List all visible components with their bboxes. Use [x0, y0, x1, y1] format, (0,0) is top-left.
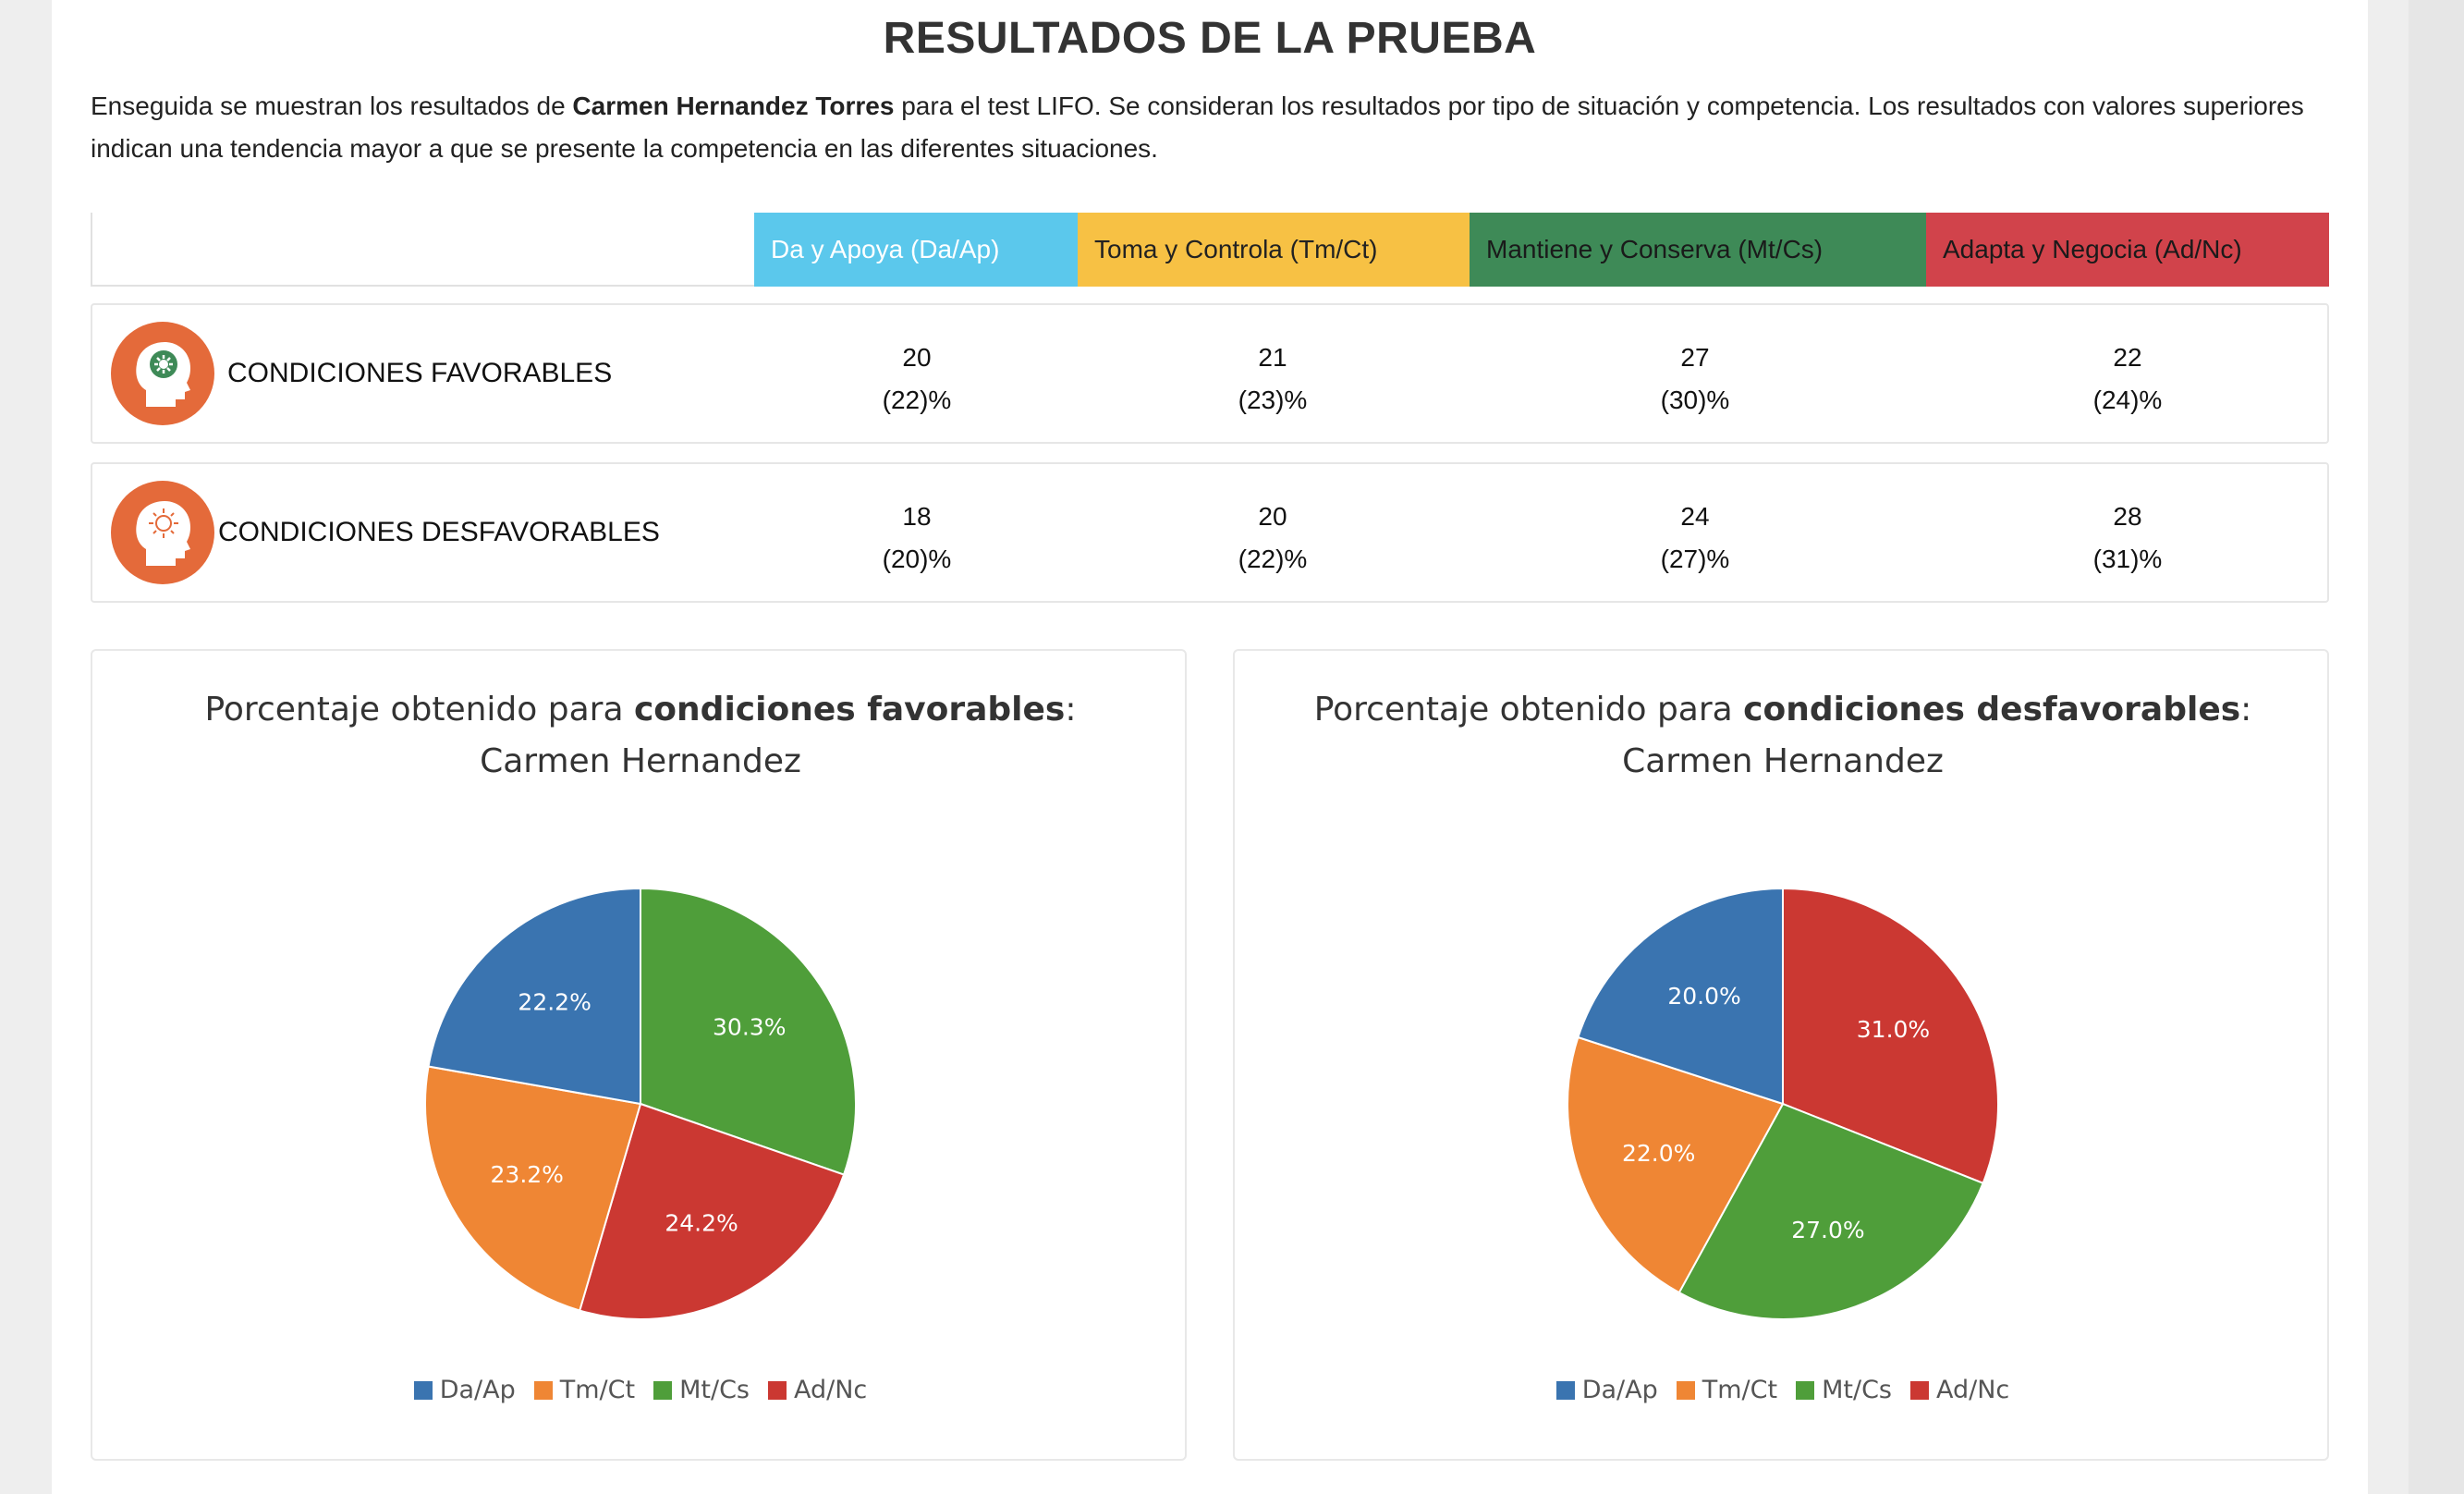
column-toma-controla: Toma y Controla (Tm/Ct)	[1078, 213, 1470, 287]
value-cell: 28 (31)%	[2035, 496, 2220, 581]
pie-data-label: 22.2%	[518, 988, 591, 1015]
chart-title-suffix: : Carmen Hernandez	[480, 691, 1077, 780]
legend-item-tm-ct[interactable]: Tm/Ct	[533, 1376, 636, 1404]
chart-legend: Da/Ap Tm/Ct Mt/Cs Ad/Nc	[1235, 1376, 2331, 1404]
row-favorable-conditions: CONDICIONES FAVORABLES 20 (22)% 21 (23)% 2…	[91, 303, 2329, 444]
intro-text: Enseguida se muestran los resultados de …	[91, 85, 2392, 170]
legend-swatch	[1796, 1381, 1815, 1400]
pie-slice-da-ap[interactable]	[1577, 887, 1784, 1106]
pie-data-label: 31.0%	[1857, 1016, 1930, 1043]
value-count: 20	[902, 343, 932, 372]
value-cell: 20 (22)%	[1180, 496, 1365, 581]
value-count: 24	[1680, 502, 1710, 531]
chart-title-bold: condiciones favorables	[633, 691, 1066, 729]
pie-data-label: 20.0%	[1667, 983, 1740, 1010]
legend-swatch	[1676, 1381, 1695, 1400]
value-percent: (31)%	[2092, 545, 2163, 573]
pie-data-label: 22.0%	[1622, 1140, 1695, 1167]
legend-swatch	[413, 1381, 433, 1400]
value-cell: 18 (20)%	[824, 496, 1009, 581]
legend-item-tm-ct[interactable]: Tm/Ct	[1676, 1376, 1778, 1404]
legend-swatch	[1555, 1381, 1575, 1400]
pie-chart-favorable: 30.3% 24.2% 23.2% 22.2%	[424, 887, 857, 1320]
legend-item-ad-nc[interactable]: Ad/Nc	[768, 1376, 867, 1404]
value-cell: 27 (30)%	[1603, 337, 1787, 422]
value-count: 21	[1258, 343, 1287, 372]
value-count: 18	[902, 502, 932, 531]
chart-card-unfavorable: Porcentaje obtenido para condiciones des…	[1233, 649, 2329, 1461]
legend-label: Tm/Ct	[559, 1376, 636, 1404]
value-percent: (30)%	[1660, 386, 1730, 414]
column-mantiene-conserva: Mantiene y Conserva (Mt/Cs)	[1470, 213, 1926, 287]
value-count: 20	[1258, 502, 1287, 531]
legend-swatch	[1910, 1381, 1929, 1400]
legend-item-da-ap[interactable]: Da/Ap	[1555, 1376, 1658, 1404]
chart-title: Porcentaje obtenido para condiciones des…	[1290, 684, 2275, 788]
value-percent: (20)%	[882, 545, 952, 573]
person-name: Carmen Hernandez Torres	[572, 92, 895, 120]
legend-label: Mt/Cs	[679, 1376, 750, 1404]
pie-data-label: 24.2%	[665, 1209, 738, 1236]
pie-slice-mt-cs[interactable]	[640, 887, 857, 1176]
legend-label: Tm/Ct	[1702, 1376, 1778, 1404]
chart-title-bold: condiciones desfavorables	[1743, 691, 2241, 729]
pie-slice-tm-ct[interactable]	[1567, 1035, 1785, 1294]
row-label-favorable: CONDICIONES FAVORABLES	[227, 358, 613, 388]
head-stress-icon	[111, 481, 214, 584]
legend-item-mt-cs[interactable]: Mt/Cs	[1796, 1376, 1892, 1404]
pie-slice-tm-ct[interactable]	[424, 1065, 642, 1312]
value-cell: 24 (27)%	[1603, 496, 1787, 581]
value-percent: (27)%	[1660, 545, 1730, 573]
column-adapta-negocia: Adapta y Negocia (Ad/Nc)	[1926, 213, 2329, 287]
column-da-apoya: Da y Apoya (Da/Ap)	[754, 213, 1078, 287]
legend-swatch	[768, 1381, 787, 1400]
chart-title-prefix: Porcentaje obtenido para	[204, 691, 634, 729]
legend-item-ad-nc[interactable]: Ad/Nc	[1910, 1376, 2009, 1404]
legend-item-da-ap[interactable]: Da/Ap	[413, 1376, 516, 1404]
value-percent: (22)%	[1238, 545, 1308, 573]
value-cell: 22 (24)%	[2035, 337, 2220, 422]
legend-swatch	[653, 1381, 673, 1400]
page-title: RESULTADOS DE LA PRUEBA	[883, 14, 1537, 63]
legend-label: Da/Ap	[1581, 1376, 1658, 1404]
pie-chart-unfavorable: 31.0% 27.0% 22.0% 20.0%	[1567, 887, 1999, 1320]
pie-data-label: 23.2%	[491, 1161, 564, 1188]
value-cell: 20 (22)%	[824, 337, 1009, 422]
pie-slice-da-ap[interactable]	[427, 887, 641, 1106]
legend-item-mt-cs[interactable]: Mt/Cs	[653, 1376, 750, 1404]
value-percent: (23)%	[1238, 386, 1308, 414]
value-cell: 21 (23)%	[1180, 337, 1365, 422]
value-count: 28	[2113, 502, 2142, 531]
chart-title: Porcentaje obtenido para condiciones fav…	[148, 684, 1133, 788]
legend-swatch	[533, 1381, 553, 1400]
pie-data-label: 30.3%	[713, 1013, 786, 1040]
pie-slice-ad-nc[interactable]	[1782, 887, 1999, 1185]
legend-label: Ad/Nc	[1936, 1376, 2010, 1404]
pie-slice-ad-nc[interactable]	[578, 1102, 846, 1320]
results-table-header: Da y Apoya (Da/Ap) Toma y Controla (Tm/C…	[91, 213, 2329, 287]
row-label-unfavorable: CONDICIONES DESFAVORABLES	[218, 517, 660, 547]
intro-before: Enseguida se muestran los resultados de	[91, 92, 573, 120]
chart-card-favorable: Porcentaje obtenido para condiciones fav…	[91, 649, 1187, 1461]
right-scrollbar-area[interactable]	[2409, 0, 2464, 1494]
value-percent: (22)%	[882, 386, 952, 414]
header-blank-cell	[91, 213, 754, 287]
legend-label: Da/Ap	[439, 1376, 516, 1404]
value-percent: (24)%	[2092, 386, 2163, 414]
value-count: 22	[2113, 343, 2142, 372]
chart-title-prefix: Porcentaje obtenido para	[1313, 691, 1744, 729]
legend-label: Mt/Cs	[1822, 1376, 1892, 1404]
chart-legend: Da/Ap Tm/Ct Mt/Cs Ad/Nc	[92, 1376, 1189, 1404]
intro-after: para el test LIFO. Se consideran los res…	[91, 92, 2304, 163]
pie-data-label: 27.0%	[1791, 1217, 1864, 1243]
chart-title-suffix: : Carmen Hernandez	[1622, 691, 2252, 780]
head-gear-icon	[111, 322, 214, 425]
pie-slice-mt-cs[interactable]	[1677, 1102, 1984, 1320]
row-unfavorable-conditions: CONDICIONES DESFAVORABLES 18 (20)% 20 (22)…	[91, 462, 2329, 603]
value-count: 27	[1680, 343, 1710, 372]
legend-label: Ad/Nc	[794, 1376, 868, 1404]
